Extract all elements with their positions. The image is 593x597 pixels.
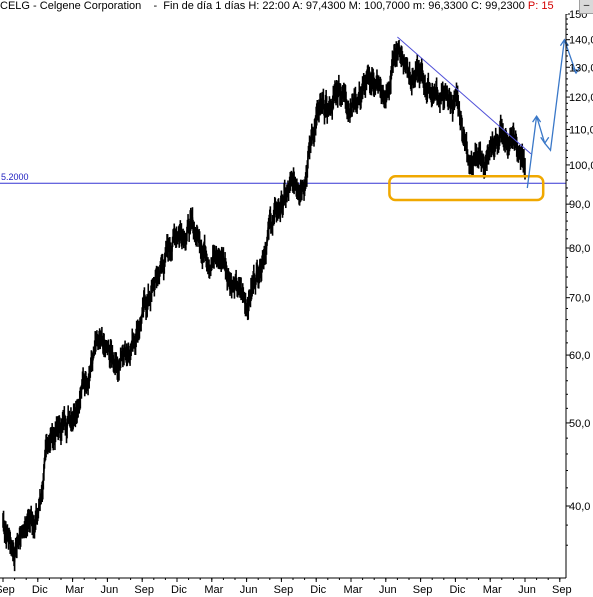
x-tick-label: Dic <box>171 584 187 596</box>
x-tick-label: Dic <box>310 584 326 596</box>
resistance-trendline <box>397 36 532 155</box>
support-zone-box <box>388 175 545 202</box>
pct-label: P: <box>527 0 539 12</box>
y-tick-label: 50,0 <box>569 418 590 430</box>
y-tick-label: 80,0 <box>569 243 590 255</box>
x-tick-label: Sep <box>274 584 294 596</box>
axis-layer: 150140,0130,0120,0110,0100,090,080,070,0… <box>0 9 593 596</box>
y-tick-label: 130,0 <box>569 62 593 74</box>
price-series <box>2 39 526 572</box>
x-tick-label: Mar <box>344 584 363 596</box>
projection-arrowhead <box>571 66 581 75</box>
projection-arrowhead <box>540 136 550 145</box>
x-tick-label: Jun <box>379 584 397 596</box>
x-tick-label: Dic <box>32 584 48 596</box>
projection-arrowhead <box>532 114 542 123</box>
x-tick-label: Jun <box>240 584 258 596</box>
header-separator: - <box>33 0 40 12</box>
reference-level-label: 5.2000 <box>1 172 29 182</box>
x-tick-label: Jun <box>518 584 536 596</box>
low-label: m: <box>412 0 426 12</box>
y-tick-label: 70,0 <box>569 293 590 305</box>
minimize-button[interactable]: – <box>579 0 593 14</box>
y-tick-label: 140,0 <box>569 35 593 47</box>
close-value: 99,2300 <box>485 0 525 12</box>
x-tick-label: Sep <box>0 584 15 596</box>
x-tick-label: Jun <box>101 584 119 596</box>
y-tick-label: 110,0 <box>569 124 593 136</box>
chart-header: CELG - Celgene Corporation - Fin de día … <box>0 0 568 14</box>
projection-arrowhead <box>559 38 569 47</box>
period-text: Fin de día 1 días <box>163 0 246 12</box>
symbol-text: CELG <box>0 0 30 12</box>
x-tick-label: Sep <box>413 584 433 596</box>
open-label: A: <box>292 0 303 12</box>
x-tick-label: Sep <box>134 584 154 596</box>
y-tick-label: 40,0 <box>569 501 590 513</box>
price-line <box>2 45 526 563</box>
reference-layer: 5.2000 <box>0 172 566 184</box>
hour-label: H: <box>248 0 260 12</box>
x-tick-label: Mar <box>483 584 502 596</box>
company-name: Celgene Corporation <box>39 0 142 12</box>
x-tick-label: Mar <box>204 584 223 596</box>
y-tick-label: 90,0 <box>569 199 590 211</box>
pct-value: 15 <box>541 0 554 12</box>
hour-value: 22:00 <box>262 0 290 12</box>
close-label: C: <box>471 0 483 12</box>
y-tick-label: 100,0 <box>569 160 593 172</box>
header-gap: - <box>144 0 161 12</box>
x-tick-label: Mar <box>65 584 84 596</box>
open-value: 97,4300 <box>305 0 346 12</box>
x-tick-label: Sep <box>552 584 572 596</box>
y-tick-label: 120,0 <box>569 92 593 104</box>
x-tick-label: Dic <box>449 584 465 596</box>
high-value: 100,7000 <box>363 0 410 12</box>
y-tick-label: 60,0 <box>569 350 590 362</box>
high-label: M: <box>348 0 361 12</box>
low-value: 96,3300 <box>428 0 468 12</box>
